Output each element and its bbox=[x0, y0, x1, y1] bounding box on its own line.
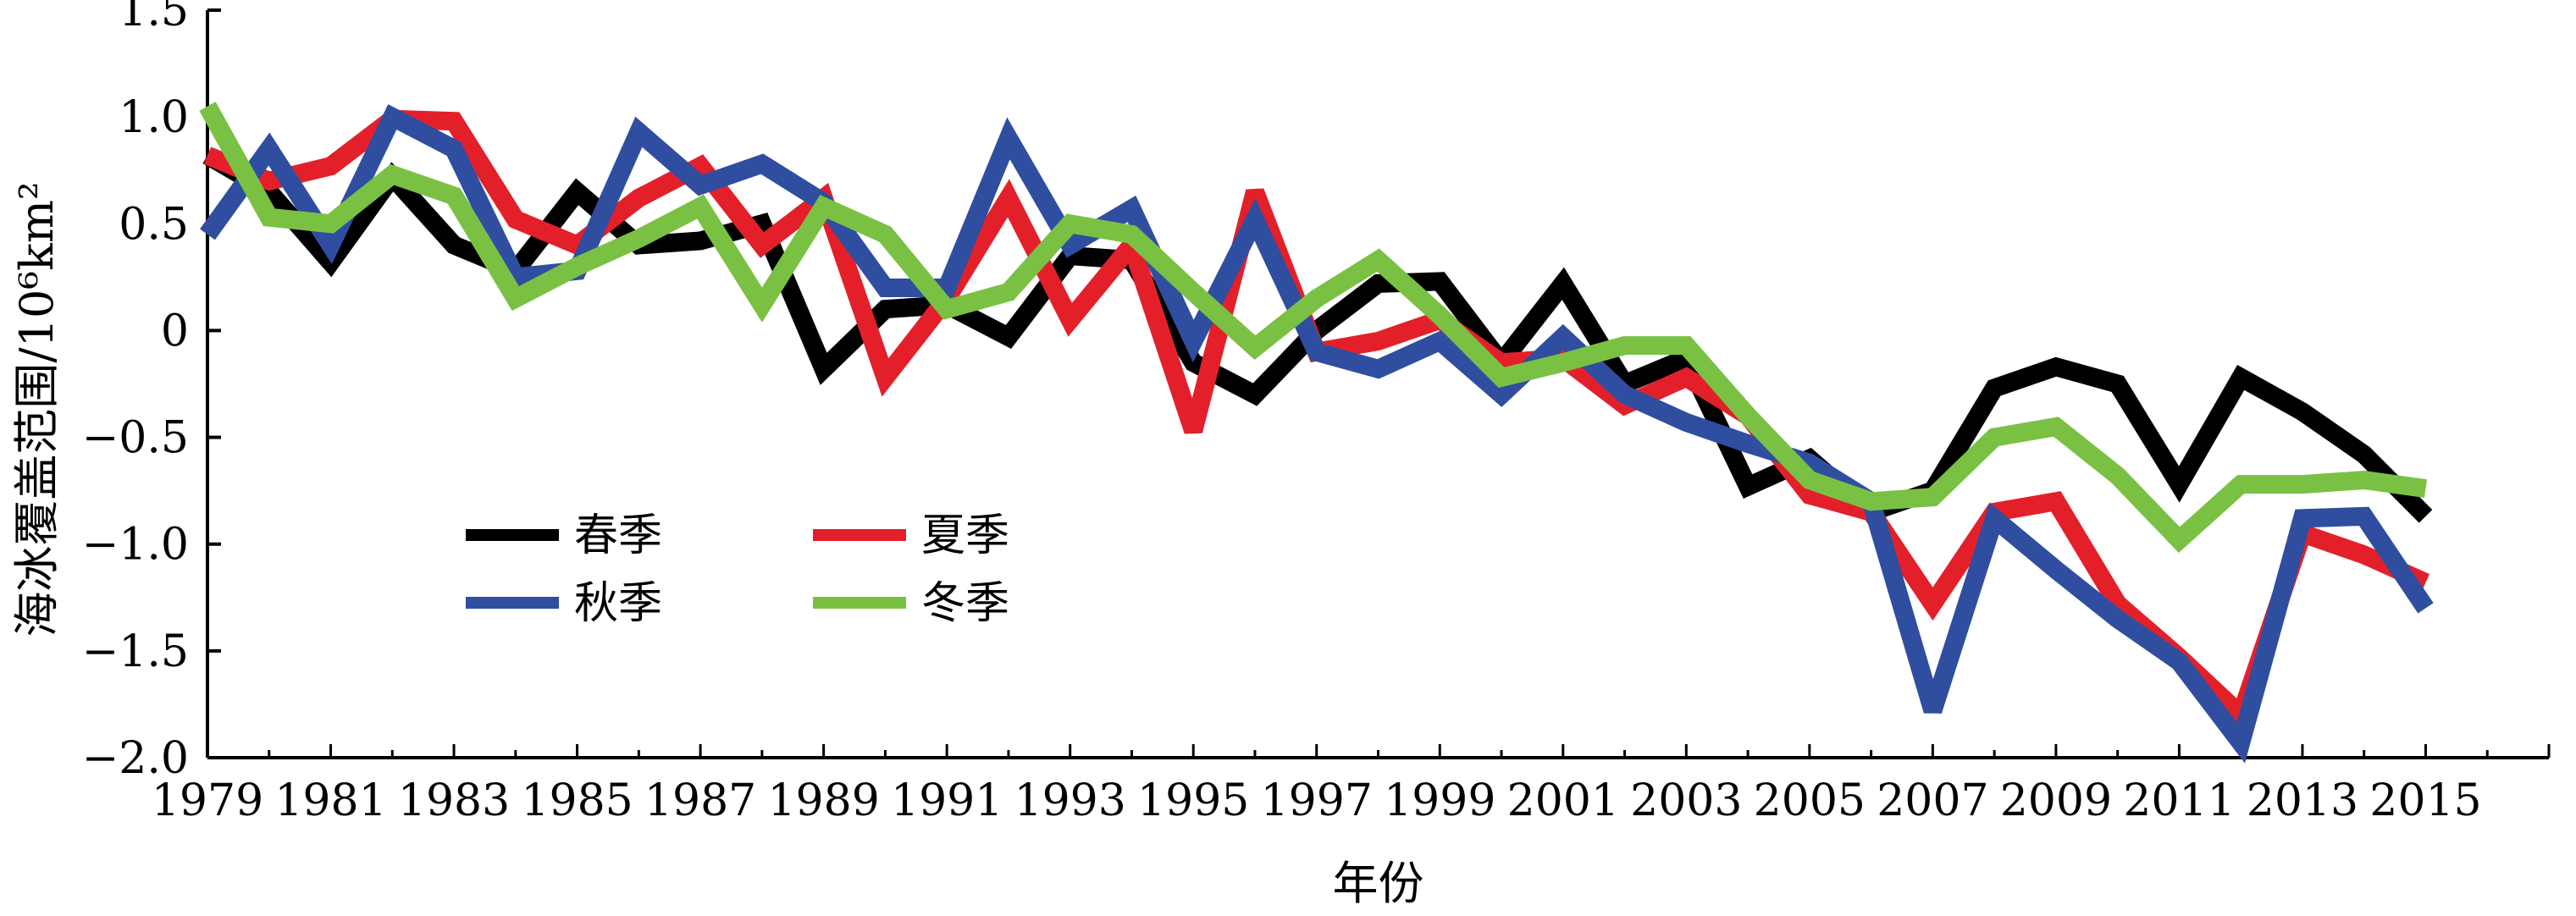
y-tick-label: 1.0 bbox=[119, 92, 189, 143]
series-line-3 bbox=[199, 102, 2428, 554]
x-tick-label: 2013 bbox=[2247, 775, 2358, 826]
legend-label: 秋季 bbox=[574, 578, 662, 629]
legend-item-3: 冬季 bbox=[813, 578, 1009, 629]
x-tick-label: 1999 bbox=[1384, 775, 1495, 826]
x-tick-label: 1989 bbox=[767, 775, 879, 826]
y-axis-ticks: 1.5 1.0 0.5 0 −0.5 −1.0 −1.5 −2.0 bbox=[82, 0, 221, 784]
legend-label: 冬季 bbox=[921, 578, 1009, 629]
y-tick-label: 1.5 bbox=[119, 0, 189, 36]
x-tick-label: 2005 bbox=[1754, 775, 1866, 826]
x-tick-label: 1995 bbox=[1137, 775, 1249, 826]
legend-label: 夏季 bbox=[921, 510, 1009, 561]
x-tick-label: 1987 bbox=[644, 775, 756, 826]
series-line-1 bbox=[203, 109, 2430, 732]
y-tick-label: 0.5 bbox=[119, 199, 189, 250]
legend-label: 春季 bbox=[574, 510, 662, 561]
x-tick-label: 1991 bbox=[891, 775, 1003, 826]
x-tick-label: 1983 bbox=[398, 775, 510, 826]
x-axis-ticks: 1979 1981 1983 1985 1987 1989 1991 1993 1995 1997… bbox=[152, 744, 2551, 826]
y-tick-label: 0 bbox=[161, 306, 189, 356]
y-tick-label: −0.5 bbox=[82, 413, 189, 464]
x-tick-label: 1993 bbox=[1014, 775, 1126, 826]
x-tick-label: 1997 bbox=[1261, 775, 1373, 826]
y-tick-label: −1.5 bbox=[82, 626, 189, 677]
x-tick-label: 2007 bbox=[1877, 775, 1988, 826]
x-axis-title: 年份 bbox=[1333, 857, 1424, 910]
x-tick-label: 2003 bbox=[1630, 775, 1742, 826]
x-tick-label: 2015 bbox=[2369, 775, 2481, 826]
legend-item-1: 夏季 bbox=[813, 510, 1009, 561]
x-tick-label: 1979 bbox=[152, 775, 263, 826]
x-tick-label: 1985 bbox=[521, 775, 633, 826]
series-lines bbox=[199, 102, 2434, 764]
axes: 1.51.00.50−0.5−1.0−1.5−2.0 1979 1981 1983 1… bbox=[82, 0, 2551, 826]
y-axis-title: 海冰覆盖范围/10⁶km² bbox=[10, 181, 64, 637]
x-tick-label: 2001 bbox=[1507, 775, 1619, 826]
x-tick-label: 1981 bbox=[274, 775, 386, 826]
legend-item-0: 春季 bbox=[466, 510, 662, 561]
y-tick-label: −2.0 bbox=[82, 733, 189, 784]
y-tick-label: −1.0 bbox=[82, 520, 189, 571]
legend-item-2: 秋季 bbox=[466, 578, 662, 629]
x-tick-label: 2011 bbox=[2123, 775, 2235, 826]
x-tick-label: 2009 bbox=[2000, 775, 2112, 826]
series-line-2 bbox=[200, 104, 2434, 764]
